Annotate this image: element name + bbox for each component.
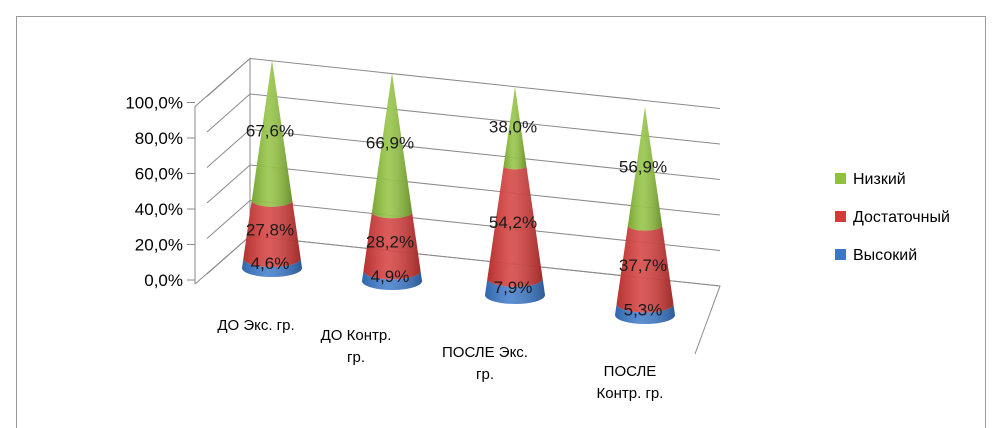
cone-segment-shade: [616, 225, 674, 313]
y-tick-label: 20,0%: [135, 236, 183, 255]
x-tick-label: ПОСЛЕ: [604, 363, 657, 380]
cone-segment-shade: [251, 60, 293, 207]
gridline-side: [206, 164, 251, 204]
legend-label: Низкий: [853, 171, 906, 188]
data-label: 28,2%: [366, 232, 414, 251]
legend-label: Высокий: [853, 247, 917, 264]
y-axis-ticks: 0,0% 20,0% 40,0% 60,0% 80,0% 100,0%: [125, 94, 183, 291]
x-tick-label: ДО Экс. гр.: [217, 317, 294, 334]
gridline-side: [206, 58, 251, 97]
cone-segment-shade: [487, 165, 543, 287]
cone-segment-shade: [243, 200, 301, 268]
x-tick-label: ПОСЛЕ Экс.: [442, 344, 528, 361]
x-tick-label: гр.: [476, 366, 494, 383]
cone-segment-shade: [485, 278, 545, 304]
cone: [485, 86, 545, 304]
legend: Низкий Достаточный Высокий: [835, 171, 950, 264]
cone-segment-shade: [371, 73, 413, 219]
y-tick-label: 0,0%: [144, 271, 183, 290]
legend-swatch: [835, 211, 846, 222]
data-labels: 4,6% 27,8% 67,6% 4,9% 28,2% 66,9% 7,9% 54,2% 38,…: [246, 117, 667, 319]
cone-segment-shade: [627, 107, 663, 231]
y-tick-label: 100,0%: [125, 94, 183, 113]
x-tick-label: гр.: [347, 349, 365, 366]
legend-label: Достаточный: [853, 209, 950, 226]
data-label: 56,9%: [619, 157, 667, 176]
cone-segment-shade: [503, 86, 527, 170]
cone-series: [242, 60, 675, 324]
x-tick-label: ДО Контр.: [321, 327, 392, 344]
data-label: 5,3%: [624, 300, 663, 319]
cone: [615, 107, 675, 324]
chart-frame: [16, 16, 986, 428]
data-label: 4,9%: [371, 267, 410, 286]
data-label: 54,2%: [489, 213, 537, 232]
data-label: 66,9%: [366, 134, 414, 153]
legend-swatch: [835, 249, 846, 260]
data-label: 37,7%: [619, 256, 667, 275]
legend-swatch: [835, 173, 846, 184]
data-label: 4,6%: [251, 254, 290, 273]
data-label: 7,9%: [494, 278, 533, 297]
cone: [242, 60, 302, 277]
gridline-side: [206, 129, 251, 168]
side-wall: [194, 57, 251, 284]
gridline-side: [206, 200, 251, 239]
cone-segment-shade: [363, 212, 421, 280]
cone-segment-shade: [362, 270, 422, 290]
data-label: 38,0%: [489, 117, 537, 136]
cone-segment-shade: [242, 258, 302, 277]
y-tick-label: 40,0%: [135, 200, 183, 219]
cone: [362, 73, 422, 290]
data-label: 67,6%: [246, 121, 294, 140]
y-tick-label: 60,0%: [135, 165, 183, 184]
gridline-side: [206, 93, 251, 133]
x-axis-labels: ДО Экс. гр. ДО Контр. гр. ПОСЛЕ Экс. гр. ПОСЛ…: [217, 317, 663, 402]
y-tick-label: 80,0%: [135, 129, 183, 148]
gridline-side: [206, 235, 251, 275]
data-label: 27,8%: [246, 221, 294, 240]
x-tick-label: Контр. гр.: [597, 385, 664, 402]
cone-segment-shade: [615, 303, 675, 324]
gridline: [249, 58, 721, 109]
